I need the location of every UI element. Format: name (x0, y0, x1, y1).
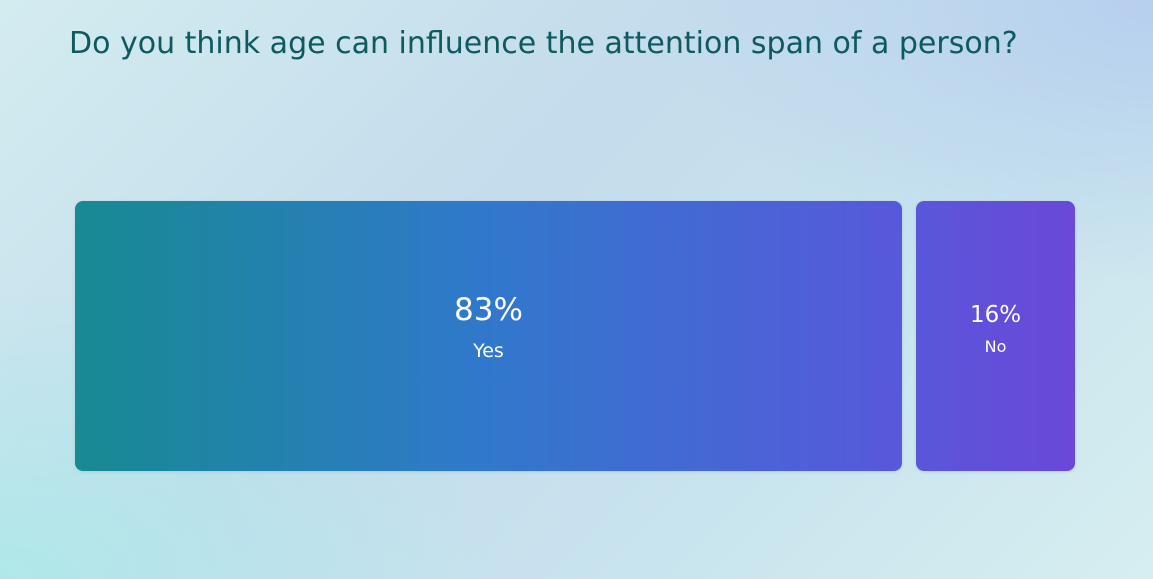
results-chart: 83% Yes 16% No (75, 201, 1075, 471)
poll-question: Do you think age can influence the atten… (69, 26, 1018, 61)
bar-value-label: 16% (969, 301, 1022, 328)
bar-value-label: 83% (454, 291, 523, 328)
bar-yes: 83% Yes (75, 201, 902, 471)
bar-no: 16% No (916, 201, 1075, 471)
bar-category-label: Yes (473, 339, 504, 362)
bar-category-label: No (984, 336, 1007, 356)
